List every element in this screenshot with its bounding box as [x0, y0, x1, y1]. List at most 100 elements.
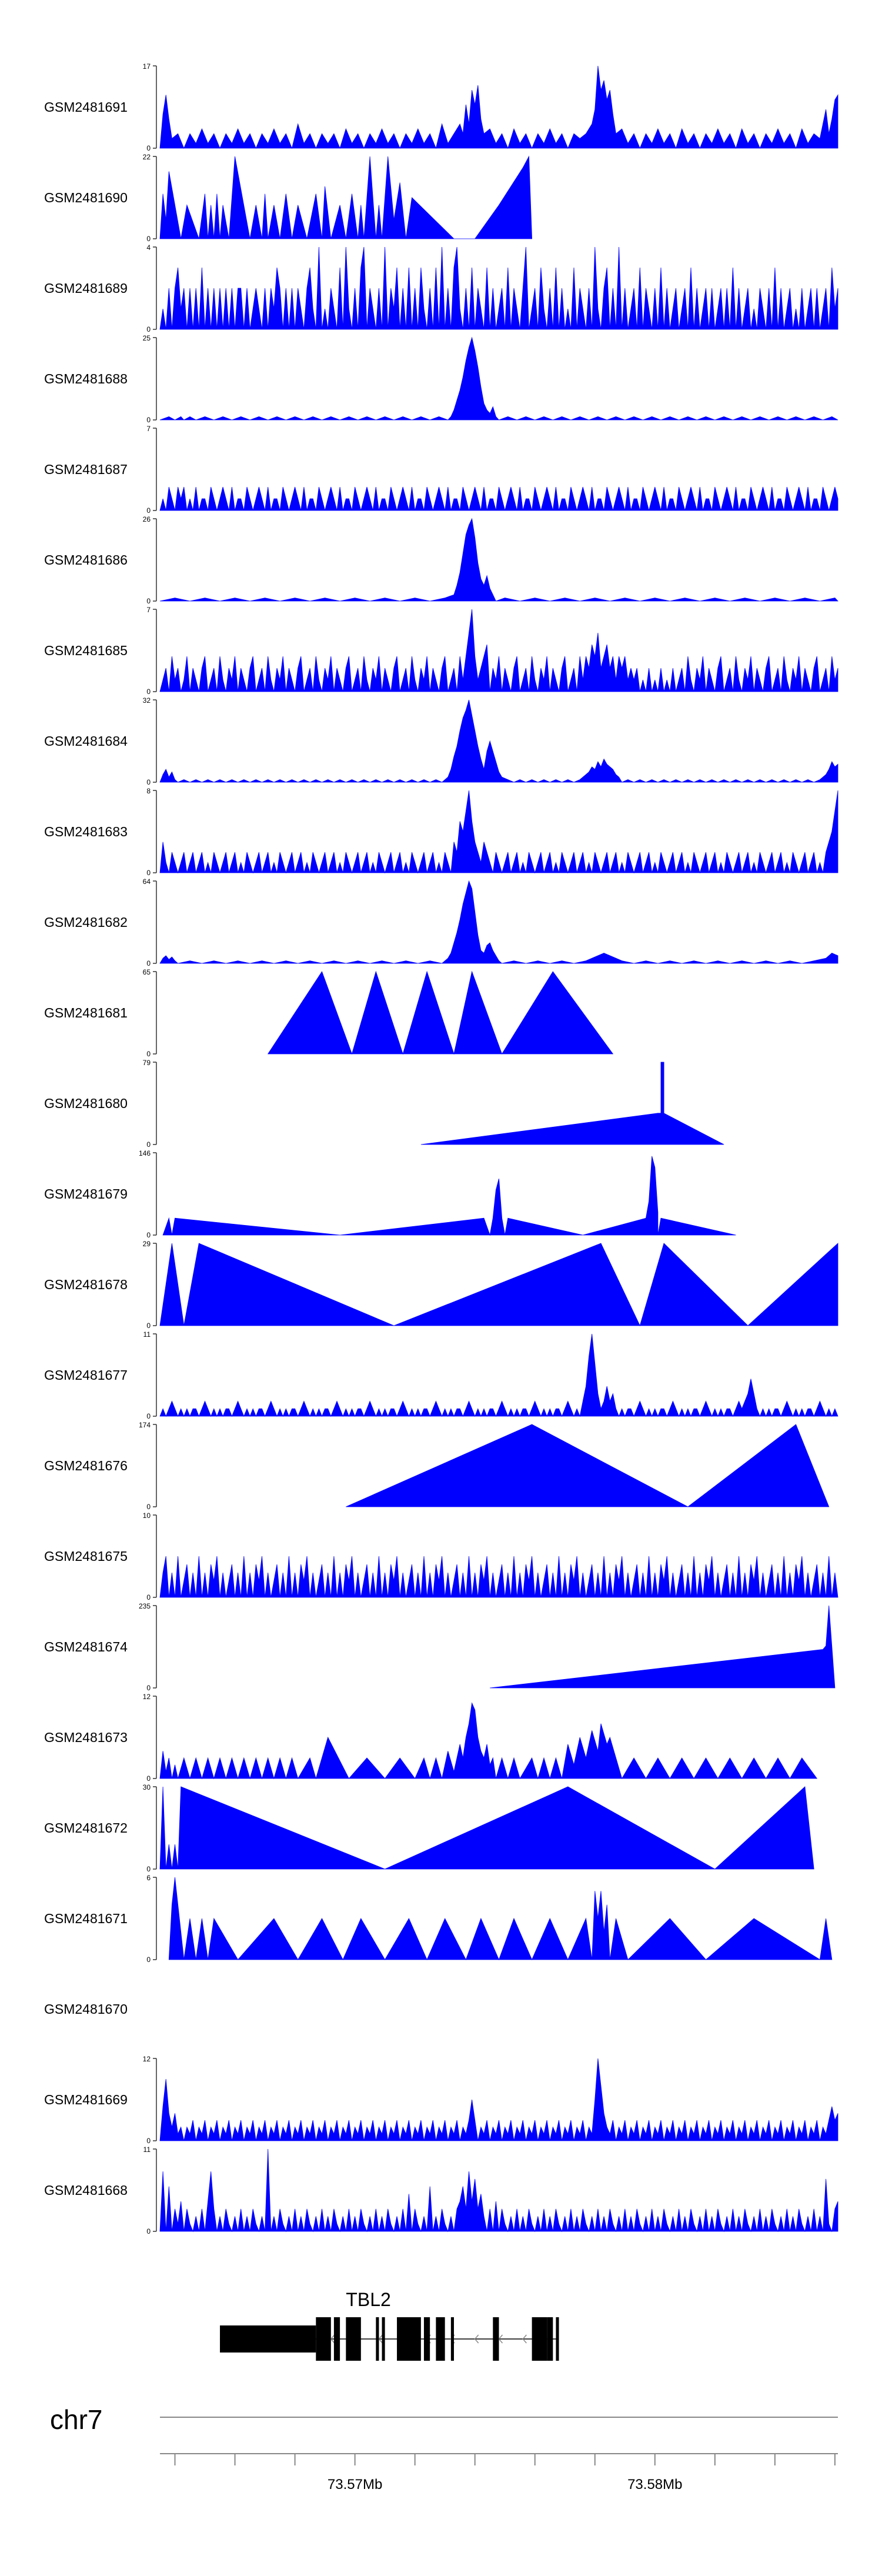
- track-label: GSM2481675: [44, 1549, 128, 1564]
- track-label: GSM2481668: [44, 2183, 128, 2198]
- track-GSM2481678: GSM2481678 29 0: [44, 1240, 838, 1330]
- y-min-label: 0: [146, 325, 151, 333]
- track-GSM2481676: GSM2481676 174 0: [44, 1421, 830, 1511]
- track-label: GSM2481684: [44, 733, 128, 749]
- y-max-label: 25: [143, 334, 151, 342]
- gene-label: TBL2: [346, 2289, 390, 2310]
- track-GSM2481689: GSM2481689 4 0: [44, 243, 838, 333]
- track-GSM2481685: GSM2481685 7 0: [44, 606, 838, 696]
- track-label: GSM2481673: [44, 1730, 128, 1745]
- gene-exon: [532, 2317, 547, 2361]
- gene-exon: [316, 2317, 331, 2361]
- y-max-label: 7: [146, 425, 151, 433]
- y-min-label: 0: [146, 1865, 151, 1873]
- y-max-label: 30: [143, 1783, 151, 1791]
- y-max-label: 4: [146, 243, 151, 252]
- y-max-label: 65: [143, 968, 151, 976]
- coverage-area: [168, 1877, 833, 1961]
- coverage-area: [159, 2148, 838, 2233]
- y-max-label: 22: [143, 153, 151, 161]
- track-GSM2481688: GSM2481688 25 0: [44, 334, 838, 424]
- y-min-label: 0: [146, 235, 151, 243]
- y-min-label: 0: [146, 1050, 151, 1058]
- strand-arrow: [474, 2334, 479, 2344]
- track-GSM2481677: GSM2481677 11 0: [44, 1330, 838, 1420]
- y-min-label: 0: [146, 1593, 151, 1601]
- y-min-label: 0: [146, 688, 151, 696]
- track-GSM2481681: GSM2481681 65 0: [44, 968, 614, 1058]
- track-GSM2481683: GSM2481683 8 0: [44, 787, 838, 877]
- track-label: GSM2481689: [44, 281, 128, 296]
- chromosome-label: chr7: [50, 2404, 102, 2435]
- track-GSM2481668: GSM2481668 11 0: [44, 2145, 838, 2235]
- y-max-label: 174: [139, 1421, 151, 1429]
- y-min-label: 0: [146, 597, 151, 605]
- y-max-label: 12: [143, 2055, 151, 2063]
- y-max-label: 17: [143, 62, 151, 71]
- strand-arrow: [522, 2334, 527, 2344]
- genome-axis: chr7 73.57Mb 73.58Mb: [50, 2404, 838, 2492]
- y-max-label: 26: [143, 515, 151, 523]
- coverage-area: [159, 790, 838, 874]
- track-label: GSM2481691: [44, 99, 128, 115]
- gene-exon: [376, 2317, 379, 2361]
- coverage-area: [159, 336, 838, 421]
- y-min-label: 0: [146, 1956, 151, 1964]
- y-min-label: 0: [146, 778, 151, 786]
- track-label: GSM2481683: [44, 824, 128, 839]
- y-min-label: 0: [146, 144, 151, 152]
- track-label: GSM2481688: [44, 371, 128, 386]
- coverage-area: [159, 1702, 818, 1780]
- coverage-area: [159, 880, 838, 964]
- track-GSM2481672: GSM2481672 30 0: [44, 1783, 814, 1873]
- y-max-label: 10: [143, 1511, 151, 1520]
- coverage-area: [159, 246, 838, 330]
- y-max-label: 146: [139, 1149, 151, 1157]
- track-label: GSM2481686: [44, 552, 128, 568]
- coverage-area: [159, 486, 838, 511]
- track-GSM2481686: GSM2481686 26 0: [44, 515, 838, 605]
- y-max-label: 6: [146, 1874, 151, 1882]
- gene-track: TBL2: [220, 2289, 559, 2361]
- y-min-label: 0: [146, 1412, 151, 1420]
- gene-exon: [346, 2317, 361, 2361]
- track-GSM2481684: GSM2481684 32 0: [44, 696, 838, 786]
- y-min-label: 0: [146, 2227, 151, 2235]
- y-min-label: 0: [146, 1322, 151, 1330]
- y-min-label: 0: [146, 1503, 151, 1511]
- y-max-label: 79: [143, 1059, 151, 1067]
- track-label: GSM2481690: [44, 190, 128, 205]
- track-label: GSM2481682: [44, 915, 128, 930]
- y-min-label: 0: [146, 959, 151, 967]
- coverage-area: [159, 1333, 838, 1417]
- track-GSM2481690: GSM2481690 22 0: [44, 153, 533, 243]
- y-max-label: 8: [146, 787, 151, 795]
- coverage-area: [159, 1786, 814, 1870]
- coverage-area: [490, 1605, 836, 1689]
- coverage-area: [346, 1424, 830, 1507]
- track-GSM2481673: GSM2481673 12 0: [44, 1693, 818, 1783]
- track-label: GSM2481681: [44, 1005, 128, 1020]
- coverage-area: [159, 1243, 838, 1327]
- coverage-area: [159, 1556, 838, 1598]
- y-max-label: 64: [143, 877, 151, 886]
- gene-exon: [333, 2317, 340, 2361]
- gene-exon: [220, 2325, 316, 2353]
- track-GSM2481671: GSM2481671 6 0: [44, 1874, 833, 1964]
- coverage-area: [267, 970, 614, 1055]
- track-label: GSM2481676: [44, 1458, 128, 1473]
- track-GSM2481691: GSM2481691 17 0: [44, 62, 838, 152]
- track-GSM2481674: GSM2481674 235 0: [44, 1602, 836, 1692]
- track-label: GSM2481685: [44, 643, 128, 658]
- gene-exon: [450, 2317, 454, 2361]
- x-tick-label: 73.57Mb: [328, 2477, 382, 2492]
- y-max-label: 29: [143, 1240, 151, 1248]
- y-max-label: 11: [143, 2145, 151, 2154]
- y-min-label: 0: [146, 1231, 151, 1239]
- track-label: GSM2481679: [44, 1186, 128, 1202]
- gene-exon: [436, 2317, 445, 2361]
- track-label: GSM2481680: [44, 1096, 128, 1111]
- track-GSM2481675: GSM2481675 10 0: [44, 1511, 838, 1601]
- y-max-label: 7: [146, 606, 151, 614]
